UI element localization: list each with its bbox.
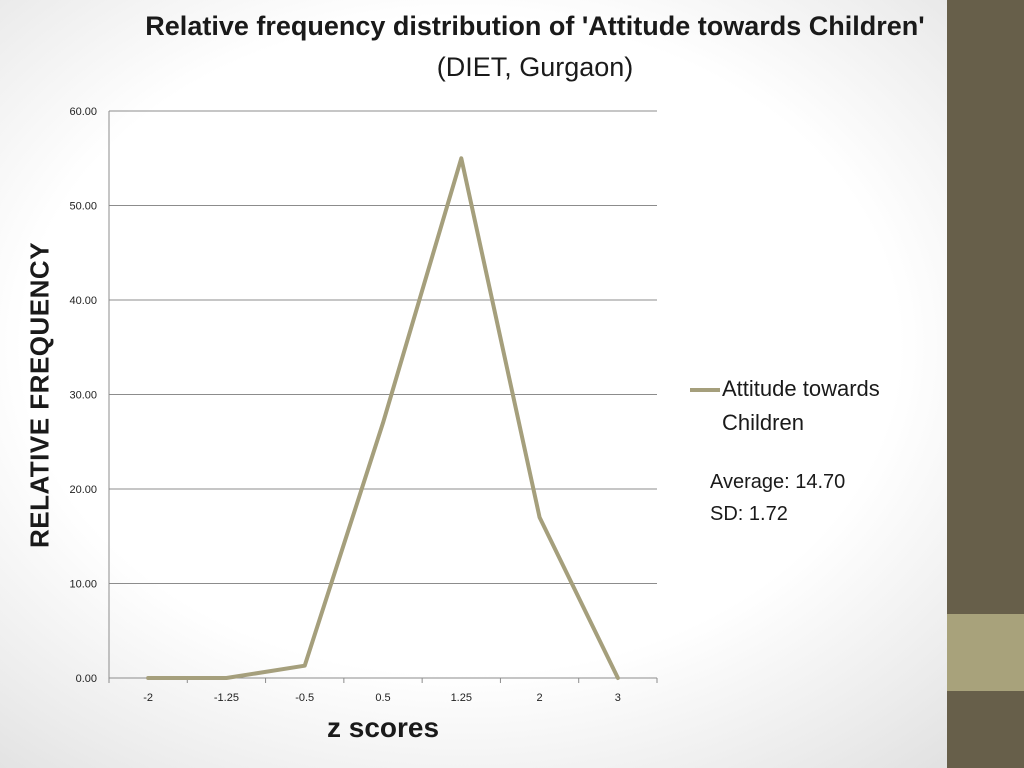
average-text: Average: 14.70 — [710, 471, 846, 493]
x-tick-label: 0.5 — [375, 692, 390, 704]
x-tick-label: 1.25 — [451, 692, 472, 704]
y-tick-label: 10.00 — [69, 579, 97, 591]
chart-title: Relative frequency distribution of 'Atti… — [140, 6, 930, 88]
x-tick-label: 2 — [537, 692, 543, 704]
x-tick-label: -2 — [143, 692, 153, 704]
line-chart: 0.00 10.00 20.00 30.00 40.00 50.00 60.00 -2 -1.2… — [69, 106, 658, 704]
y-axis-title: RELATIVE FREQUENCY — [24, 241, 55, 549]
y-tick-label: 40.00 — [69, 295, 97, 307]
x-tick-label: -0.5 — [295, 692, 314, 704]
y-tick-label: 60.00 — [69, 106, 97, 118]
chart-title-sub: (DIET, Gurgaon) — [436, 52, 634, 82]
series-line — [146, 156, 620, 680]
y-tick-label: 0.00 — [76, 673, 97, 685]
sd-text: SD: 1.72 — [710, 503, 788, 525]
legend-swatch — [690, 388, 720, 392]
x-tick-label: 3 — [615, 692, 621, 704]
legend-label: Attitude towards Children — [722, 376, 880, 435]
y-tick-label: 50.00 — [69, 201, 97, 213]
chart-title-main: Relative frequency distribution of 'Atti… — [145, 11, 925, 41]
y-tick-label: 30.00 — [69, 390, 97, 402]
stats-box: Average: 14.70 SD: 1.72 — [710, 466, 845, 530]
x-tick-label: -1.25 — [214, 692, 239, 704]
side-accent-block — [947, 614, 1024, 691]
y-tick-label: 20.00 — [69, 484, 97, 496]
x-axis-title: z scores — [326, 712, 440, 743]
